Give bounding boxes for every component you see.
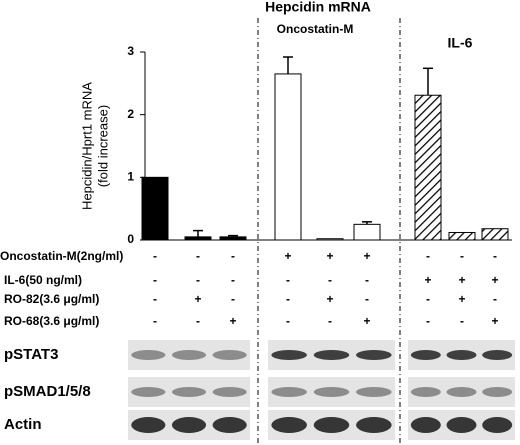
blot-band xyxy=(356,350,392,360)
row-mark: - xyxy=(231,292,235,306)
row-label: Oncostatin-M(2ng/ml) xyxy=(0,249,123,263)
blot-band xyxy=(131,387,166,397)
blot-band xyxy=(410,387,441,397)
blot-band xyxy=(171,350,207,360)
row-mark: - xyxy=(286,292,290,306)
blot-band xyxy=(482,350,513,360)
row-mark: - xyxy=(153,249,157,263)
y-axis-label: (fold increase) xyxy=(95,105,110,187)
bar xyxy=(481,228,509,241)
bar xyxy=(316,238,344,241)
blot-label: Actin xyxy=(4,416,42,433)
row-mark: + xyxy=(491,314,498,328)
row-label: RO-68(3.6 μg/ml) xyxy=(4,314,99,328)
group-label: Oncostatin-M xyxy=(277,22,354,36)
bar xyxy=(448,231,476,241)
row-mark: - xyxy=(153,273,157,287)
row-mark: - xyxy=(460,314,464,328)
blot-panel xyxy=(268,377,395,407)
blot-band xyxy=(271,387,307,397)
bar xyxy=(274,73,302,241)
row-mark: + xyxy=(363,249,370,263)
row-mark: + xyxy=(424,273,431,287)
blot-band xyxy=(131,417,166,433)
row-mark: + xyxy=(491,273,498,287)
blot-band xyxy=(212,350,247,360)
blot-band xyxy=(446,387,477,397)
blot-panel xyxy=(408,377,515,407)
chart-title: Hepcidin mRNA xyxy=(265,0,371,15)
blot-label: pSTAT3 xyxy=(4,346,58,363)
row-mark: - xyxy=(426,292,430,306)
row-mark: + xyxy=(326,249,333,263)
y-tick-label: 3 xyxy=(127,44,134,58)
row-mark: - xyxy=(426,249,430,263)
y-tick-label: 2 xyxy=(127,107,134,121)
row-mark: - xyxy=(286,273,290,287)
row-mark: - xyxy=(196,249,200,263)
blot-panel xyxy=(128,340,250,370)
row-mark: + xyxy=(229,314,236,328)
group-label: IL-6 xyxy=(448,35,473,51)
y-axis-label: Hepcidin/Hprt1 mRNA xyxy=(79,82,94,210)
blot-band xyxy=(313,387,350,397)
blot-band xyxy=(410,350,441,360)
blot-band xyxy=(410,417,441,433)
blot-band xyxy=(171,417,207,433)
blot-panel xyxy=(128,377,250,407)
row-mark: - xyxy=(153,314,157,328)
row-label: RO-82(3.6 μg/ml) xyxy=(4,292,99,306)
blot-band xyxy=(482,387,513,397)
row-mark: + xyxy=(326,292,333,306)
row-mark: - xyxy=(153,292,157,306)
blot-band xyxy=(212,387,247,397)
row-mark: + xyxy=(458,273,465,287)
y-tick-label: 1 xyxy=(127,170,134,184)
blot-band xyxy=(131,350,166,360)
row-mark: + xyxy=(363,314,370,328)
blot-band xyxy=(171,387,207,397)
bar xyxy=(184,236,212,241)
blot-band xyxy=(313,417,350,433)
row-mark: - xyxy=(196,273,200,287)
row-mark: - xyxy=(286,314,290,328)
blot-band xyxy=(271,350,307,360)
blot-label: pSMAD1/5/8 xyxy=(4,383,91,400)
blot-band xyxy=(446,350,477,360)
blot-band xyxy=(212,417,247,433)
row-mark: - xyxy=(365,273,369,287)
row-mark: - xyxy=(365,292,369,306)
row-mark: - xyxy=(231,249,235,263)
row-mark: - xyxy=(426,314,430,328)
bar xyxy=(141,176,169,241)
blot-band xyxy=(356,387,392,397)
bar xyxy=(219,236,247,241)
row-mark: - xyxy=(196,314,200,328)
row-label: IL-6(50 ng/ml) xyxy=(4,273,82,287)
row-mark: - xyxy=(460,249,464,263)
row-mark: + xyxy=(284,249,291,263)
bar xyxy=(353,223,381,241)
blot-band xyxy=(356,417,392,433)
blot-band xyxy=(313,350,350,360)
row-mark: - xyxy=(328,314,332,328)
row-mark: - xyxy=(231,273,235,287)
blot-band xyxy=(446,417,477,433)
blot-band xyxy=(271,417,307,433)
row-mark: + xyxy=(194,292,201,306)
row-mark: - xyxy=(328,273,332,287)
row-mark: + xyxy=(458,292,465,306)
row-mark: - xyxy=(493,249,497,263)
blot-band xyxy=(482,417,513,433)
row-mark: - xyxy=(493,292,497,306)
bar xyxy=(414,94,442,241)
y-tick-label: 0 xyxy=(127,232,134,246)
